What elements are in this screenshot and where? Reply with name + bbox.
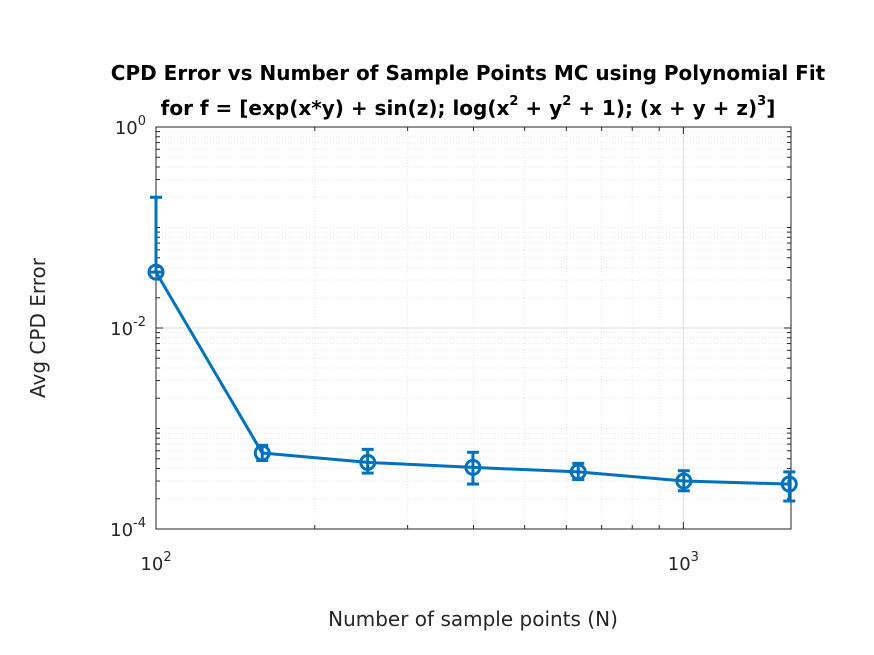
data-point-marker <box>147 263 165 281</box>
title-line2-sup2: 2 <box>562 94 571 109</box>
chart-title-line1: CPD Error vs Number of Sample Points MC … <box>111 61 826 85</box>
x-tick-label: 103 <box>668 550 699 575</box>
data-point-marker <box>359 453 377 471</box>
x-axis-label: Number of sample points (N) <box>328 607 618 631</box>
data-series <box>147 195 798 503</box>
title-line2-sup1: 2 <box>509 94 518 109</box>
y-tick-label-base: 10 <box>110 319 133 340</box>
title-line2-sup3: 3 <box>757 94 766 109</box>
x-tick-label-base: 10 <box>668 554 691 575</box>
x-tick-label: 102 <box>140 550 171 575</box>
data-point-marker <box>780 475 798 493</box>
y-tick-label-exponent: -4 <box>133 516 146 531</box>
title-line2-part2: + y <box>518 96 562 120</box>
y-tick-label: 100 <box>115 114 146 139</box>
chart-title-line2: for f = [exp(x*y) + sin(z); log(x2 + y2 … <box>161 94 776 120</box>
y-tick-label-base: 10 <box>115 118 138 139</box>
y-tick-label: 10-4 <box>110 516 146 541</box>
x-tick-label-exponent: 2 <box>163 550 171 565</box>
data-point-marker <box>569 463 587 481</box>
data-point-marker <box>253 444 271 462</box>
y-tick-label-exponent: -2 <box>133 315 146 330</box>
data-point-marker <box>675 472 693 490</box>
x-tick-label-exponent: 3 <box>691 550 699 565</box>
y-axis-label: Avg CPD Error <box>26 257 50 398</box>
y-tick-label: 10-2 <box>110 315 146 340</box>
title-line2-part1: for f = [exp(x*y) + sin(z); log(x <box>161 96 510 120</box>
data-point-marker <box>464 458 482 476</box>
title-line2-part3: + 1); (x + y + z) <box>571 96 757 120</box>
x-tick-label-base: 10 <box>140 554 163 575</box>
y-tick-label-base: 10 <box>110 520 133 541</box>
title-line2-part4: ] <box>766 96 775 120</box>
y-tick-label-exponent: 0 <box>138 114 146 129</box>
